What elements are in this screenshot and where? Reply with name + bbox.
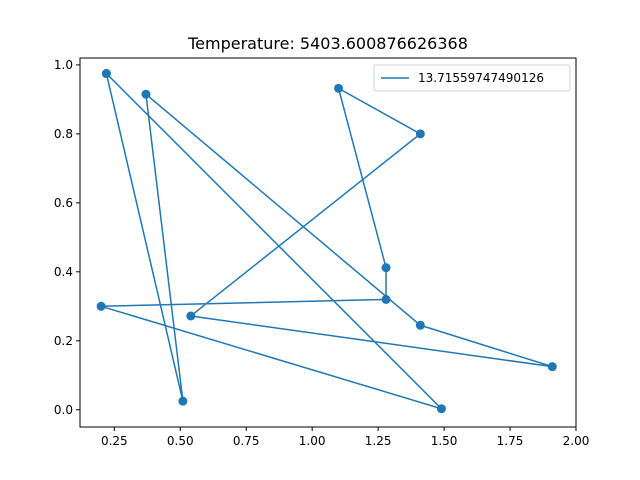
x-tick-label: 1.00: [299, 434, 326, 448]
data-point: [415, 320, 425, 330]
data-point: [436, 404, 446, 414]
data-point: [186, 311, 196, 321]
y-tick-label: 0.4: [54, 265, 73, 279]
data-point: [415, 129, 425, 139]
legend: 13.71559747490126: [373, 64, 571, 92]
y-tick-label: 0.8: [54, 127, 73, 141]
data-point: [334, 83, 344, 93]
data-point: [381, 294, 391, 304]
y-tick-label: 0.0: [54, 403, 73, 417]
y-tick-label: 1.0: [54, 58, 73, 72]
legend-box: [373, 64, 571, 92]
data-point: [381, 263, 391, 273]
plot-area: [96, 69, 557, 414]
series-line: [100, 72, 554, 410]
y-tick-label: 0.2: [54, 334, 73, 348]
x-tick-label: 0.50: [167, 434, 194, 448]
chart-title: Temperature: 5403.600876626368: [187, 34, 468, 53]
axes-frame: [79, 57, 577, 428]
x-axis: 0.25 0.50 0.75 1.00 1.25 1.50 1.75 2.00: [101, 427, 589, 448]
x-tick-label: 1.25: [365, 434, 392, 448]
data-point: [178, 396, 188, 406]
legend-entry-label: 13.71559747490126: [418, 71, 544, 85]
x-tick-label: 0.25: [101, 434, 128, 448]
y-axis: 0.0 0.2 0.4 0.6 0.8 1.0: [54, 58, 80, 417]
data-point: [141, 89, 151, 99]
data-point: [547, 362, 557, 372]
y-tick-label: 0.6: [54, 196, 73, 210]
data-point: [101, 69, 111, 79]
x-tick-label: 2.00: [563, 434, 590, 448]
x-tick-label: 1.75: [497, 434, 524, 448]
data-point: [96, 301, 106, 311]
x-tick-label: 1.50: [431, 434, 458, 448]
x-tick-label: 0.75: [233, 434, 260, 448]
